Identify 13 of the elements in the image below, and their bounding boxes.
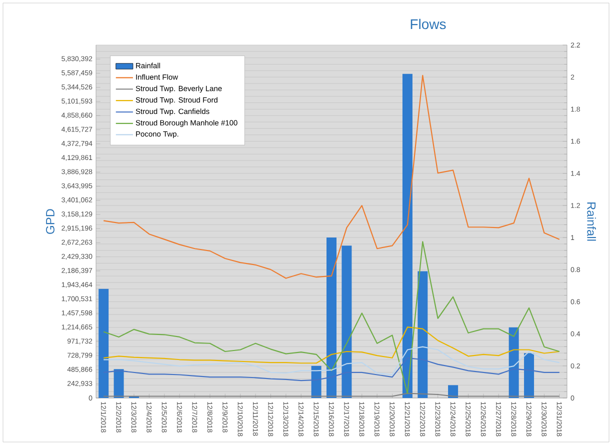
y2-axis-title: Rainfall	[587, 202, 596, 241]
line-series	[103, 241, 560, 394]
chart-title: Flows	[410, 18, 446, 30]
bar	[342, 246, 352, 398]
bar	[114, 369, 124, 398]
bar	[524, 353, 534, 398]
line-series	[103, 74, 560, 279]
bar	[418, 271, 428, 398]
bar	[508, 327, 519, 398]
bar	[98, 288, 109, 398]
bar	[402, 74, 412, 398]
bar	[326, 238, 337, 398]
y-axis-title: GPD	[46, 209, 54, 234]
